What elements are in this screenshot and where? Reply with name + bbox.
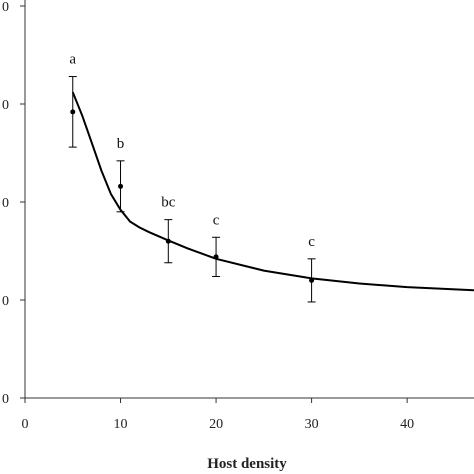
x-axis-label: Host density xyxy=(207,456,287,472)
data-point xyxy=(118,183,124,189)
significance-letter: bc xyxy=(161,195,176,211)
x-tick-label: 20 xyxy=(209,417,223,432)
y-tick-label: 0 xyxy=(2,98,9,113)
significance-letter: a xyxy=(69,52,76,68)
data-point xyxy=(213,254,219,260)
x-tick-label: 30 xyxy=(305,417,319,432)
significance-letter: b xyxy=(117,136,125,152)
data-point xyxy=(309,277,315,283)
data-points-layer: a b bc c c xyxy=(68,52,316,303)
y-tick-label: 0 xyxy=(2,0,9,15)
x-tick-label: 0 xyxy=(22,417,29,432)
significance-letter: c xyxy=(213,212,220,228)
significance-letter: c xyxy=(308,234,315,250)
y-tick-label: 0 xyxy=(2,294,9,309)
data-point xyxy=(165,238,171,244)
fitted-curve-layer xyxy=(71,91,474,292)
y-tick-label: 0 xyxy=(2,196,9,211)
x-tick-label: 40 xyxy=(400,417,414,432)
x-tick-label: 10 xyxy=(114,417,128,432)
data-point xyxy=(70,109,76,115)
y-tick-label: 0 xyxy=(2,392,9,407)
fitted-curve xyxy=(71,91,474,292)
